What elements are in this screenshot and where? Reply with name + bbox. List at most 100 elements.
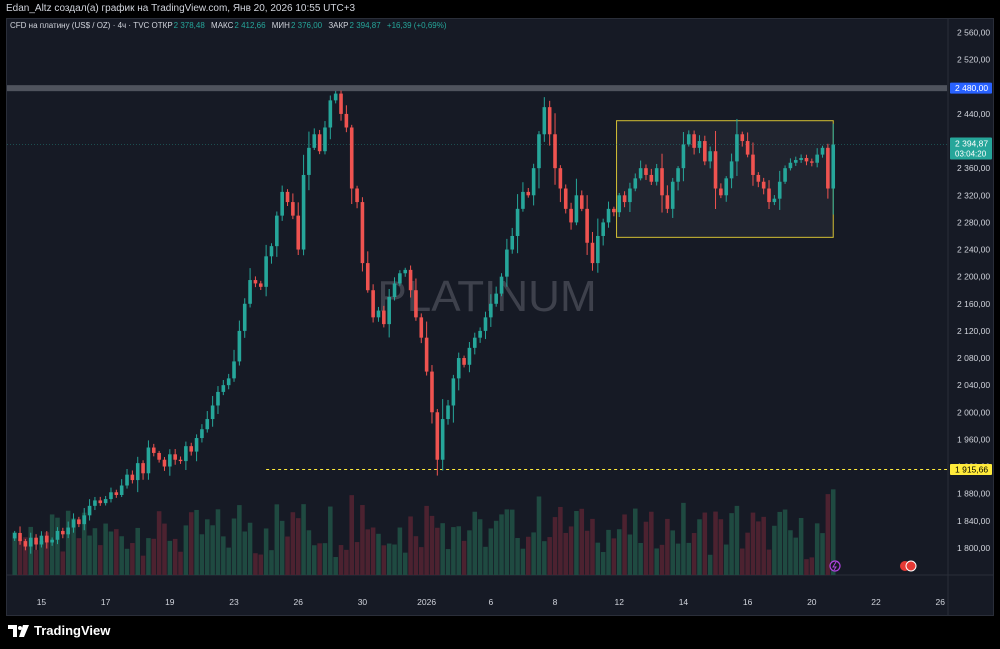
candle[interactable]: [654, 163, 659, 186]
candle[interactable]: [440, 399, 445, 471]
candle[interactable]: [590, 231, 595, 271]
candle[interactable]: [119, 479, 124, 498]
candle[interactable]: [681, 131, 686, 182]
candle[interactable]: [280, 185, 284, 221]
candle[interactable]: [301, 154, 306, 256]
candle[interactable]: [767, 180, 771, 209]
candle[interactable]: [205, 411, 210, 433]
candle[interactable]: [537, 131, 541, 189]
candle[interactable]: [307, 131, 311, 191]
candle[interactable]: [376, 306, 381, 322]
candle[interactable]: [804, 154, 809, 166]
candle[interactable]: [799, 154, 803, 163]
candle[interactable]: [168, 449, 172, 476]
candle[interactable]: [242, 298, 247, 338]
candle[interactable]: [713, 130, 718, 210]
candle[interactable]: [232, 349, 236, 382]
candle[interactable]: [93, 496, 97, 511]
candle[interactable]: [109, 487, 113, 503]
candle[interactable]: [360, 197, 365, 272]
candle[interactable]: [34, 534, 38, 550]
candle[interactable]: [772, 195, 777, 206]
candle[interactable]: [793, 156, 798, 166]
candle[interactable]: [130, 470, 135, 484]
candle[interactable]: [71, 513, 76, 533]
candle[interactable]: [777, 170, 782, 210]
candle[interactable]: [87, 499, 92, 521]
candle[interactable]: [446, 399, 450, 425]
candle[interactable]: [515, 194, 520, 254]
candle[interactable]: [692, 130, 696, 155]
candle[interactable]: [831, 123, 836, 215]
candle[interactable]: [820, 145, 825, 158]
candle[interactable]: [382, 305, 386, 328]
candle[interactable]: [826, 143, 830, 199]
candle[interactable]: [237, 320, 242, 366]
candles[interactable]: [12, 90, 836, 554]
candle[interactable]: [729, 153, 734, 189]
candle[interactable]: [542, 97, 547, 142]
candle[interactable]: [756, 172, 761, 188]
candle[interactable]: [141, 460, 145, 480]
candle[interactable]: [499, 273, 504, 297]
candle[interactable]: [665, 185, 670, 214]
candle[interactable]: [210, 395, 215, 427]
candle[interactable]: [285, 189, 290, 206]
candle[interactable]: [61, 527, 65, 539]
candle[interactable]: [178, 456, 183, 464]
candle[interactable]: [644, 164, 648, 180]
candle[interactable]: [98, 496, 103, 506]
candle[interactable]: [574, 178, 579, 226]
candle[interactable]: [670, 177, 675, 218]
candle[interactable]: [660, 153, 664, 213]
candle[interactable]: [456, 352, 461, 391]
candle[interactable]: [724, 176, 729, 202]
candle[interactable]: [612, 206, 616, 217]
candle[interactable]: [296, 202, 301, 256]
candle[interactable]: [430, 365, 434, 424]
candle[interactable]: [622, 191, 627, 208]
candle[interactable]: [18, 526, 22, 545]
candle[interactable]: [312, 128, 317, 150]
candle[interactable]: [221, 379, 226, 396]
candle[interactable]: [579, 190, 584, 212]
candle[interactable]: [146, 440, 151, 480]
candle[interactable]: [398, 270, 402, 286]
candle[interactable]: [328, 95, 333, 140]
candle[interactable]: [563, 184, 568, 214]
candle[interactable]: [44, 531, 49, 549]
candle[interactable]: [633, 173, 638, 192]
candle[interactable]: [472, 332, 477, 355]
candle[interactable]: [531, 163, 536, 206]
candle[interactable]: [275, 211, 279, 257]
candle[interactable]: [617, 192, 622, 218]
candle[interactable]: [424, 321, 429, 376]
candle[interactable]: [601, 218, 605, 246]
candle[interactable]: [740, 131, 745, 147]
candle[interactable]: [82, 508, 87, 531]
candle[interactable]: [151, 443, 156, 457]
candle[interactable]: [157, 450, 161, 463]
candle[interactable]: [745, 132, 750, 158]
candle[interactable]: [521, 182, 525, 212]
candle[interactable]: [638, 160, 643, 181]
candle[interactable]: [719, 183, 723, 199]
candle[interactable]: [414, 278, 418, 321]
candle[interactable]: [788, 158, 793, 171]
candle[interactable]: [510, 227, 515, 254]
candle[interactable]: [547, 100, 552, 146]
candle[interactable]: [333, 90, 338, 104]
candle[interactable]: [200, 424, 204, 443]
candle[interactable]: [596, 218, 600, 273]
candle[interactable]: [339, 90, 343, 121]
candle[interactable]: [323, 121, 327, 155]
candle[interactable]: [697, 135, 702, 154]
candle[interactable]: [28, 532, 33, 554]
candle[interactable]: [815, 148, 819, 168]
candle[interactable]: [135, 456, 140, 493]
candle[interactable]: [39, 531, 44, 548]
chart-frame[interactable]: PLATINUM 2 560,00 2 520,00 2 480,00 2 440,00…: [6, 18, 994, 616]
candle[interactable]: [355, 185, 359, 209]
candle[interactable]: [12, 530, 17, 541]
candle[interactable]: [553, 113, 557, 185]
